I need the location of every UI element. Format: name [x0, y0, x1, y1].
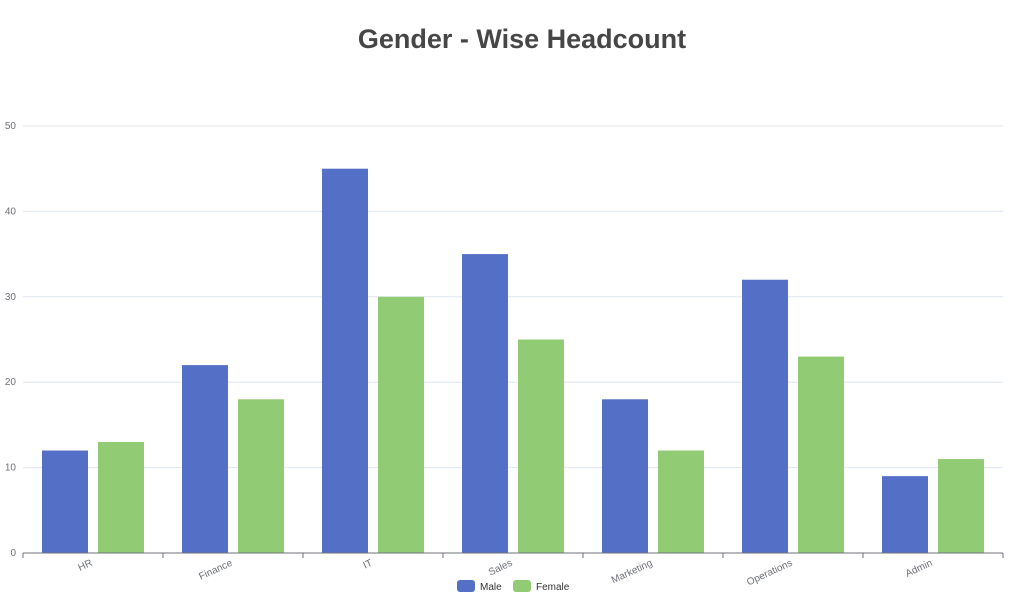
- y-tick-label: 0: [10, 548, 16, 559]
- bar-female-finance[interactable]: [238, 399, 284, 553]
- bar-male-sales[interactable]: [462, 254, 508, 553]
- y-tick-label: 40: [5, 206, 17, 217]
- chart-title: Gender - Wise Headcount: [357, 24, 687, 54]
- bar-female-sales[interactable]: [518, 339, 564, 554]
- legend-item-male[interactable]: Male: [457, 580, 502, 593]
- bar-male-hr[interactable]: [42, 450, 88, 553]
- x-tick-label: Operations: [745, 558, 794, 589]
- legend-label: Male: [480, 582, 502, 593]
- bar-male-marketing[interactable]: [602, 399, 648, 553]
- bar-female-operations[interactable]: [798, 356, 844, 553]
- y-tick-label: 10: [5, 463, 17, 474]
- bar-male-it[interactable]: [322, 168, 368, 553]
- x-tick-label: IT: [362, 558, 375, 572]
- bar-female-marketing[interactable]: [658, 450, 704, 553]
- y-axis: 0 10 20 30 40 50: [5, 121, 17, 559]
- bar-male-admin[interactable]: [882, 476, 928, 553]
- bar-male-operations[interactable]: [742, 279, 788, 553]
- y-tick-label: 20: [5, 377, 17, 388]
- y-tick-label: 30: [5, 292, 17, 303]
- x-tick-label: Admin: [904, 558, 934, 580]
- x-tick-label: Marketing: [610, 558, 654, 587]
- legend-item-female[interactable]: Female: [513, 580, 570, 593]
- legend-swatch: [457, 580, 475, 592]
- bar-female-admin[interactable]: [938, 459, 984, 553]
- bars: [42, 168, 984, 554]
- legend-swatch: [513, 580, 531, 592]
- y-tick-label: 50: [5, 121, 17, 132]
- bar-female-it[interactable]: [378, 296, 424, 553]
- x-tick-label: HR: [77, 558, 95, 574]
- legend[interactable]: Male Female: [457, 580, 570, 593]
- x-tick-label: Sales: [487, 558, 514, 579]
- grid-lines: [23, 125, 1003, 469]
- x-tick-label: Finance: [197, 558, 234, 583]
- bar-female-hr[interactable]: [98, 441, 144, 553]
- bar-male-finance[interactable]: [182, 365, 228, 553]
- legend-label: Female: [536, 582, 570, 593]
